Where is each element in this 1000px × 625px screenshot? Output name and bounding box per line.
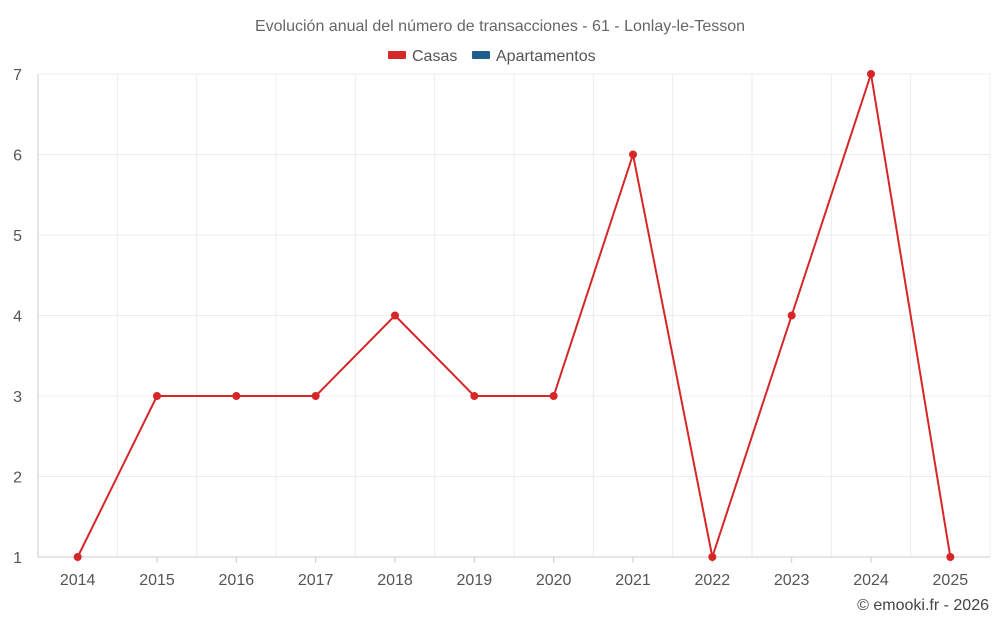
x-tick-label-2022: 2022 [695, 572, 731, 589]
x-tick-label-2025: 2025 [933, 572, 969, 589]
y-tick-label: 1 [13, 550, 22, 567]
x-tick-label-2023: 2023 [774, 572, 810, 589]
x-axis-ticks: 2014 2015 2016 2017 2018 2019 2020 2021 2022 2023… [60, 557, 968, 589]
data-point-casas-2020[interactable] [549, 392, 558, 400]
y-tick-label: 4 [13, 309, 22, 326]
legend-swatch-apartamentos [472, 51, 490, 59]
legend-label-casas[interactable]: Casas [412, 48, 457, 65]
x-tick-label-2017: 2017 [298, 572, 334, 589]
data-point-casas-2018[interactable] [391, 311, 399, 320]
data-point-casas-2016[interactable] [232, 392, 241, 400]
axes [37, 74, 990, 558]
legend-swatch-casas [388, 51, 406, 59]
data-point-casas-2021[interactable] [629, 150, 637, 159]
data-point-casas-2019[interactable] [470, 392, 479, 400]
chart-title: Evolución anual del número de transaccio… [255, 18, 745, 35]
series-line-casas [76, 73, 952, 558]
x-tick-label-2024: 2024 [853, 572, 889, 589]
data-point-casas-2014[interactable] [73, 553, 82, 561]
y-tick-label: 3 [13, 389, 22, 406]
grid [38, 73, 991, 557]
data-point-casas-2022[interactable] [708, 553, 717, 561]
y-tick-label: 7 [13, 67, 22, 84]
y-axis-ticks: 1 2 3 4 5 6 7 [13, 67, 22, 567]
x-tick-label-2014: 2014 [60, 572, 96, 589]
data-point-casas-2025[interactable] [946, 553, 955, 561]
data-point-casas-2024[interactable] [867, 70, 875, 78]
x-tick-label-2015: 2015 [139, 572, 175, 589]
x-tick-label-2016: 2016 [219, 572, 255, 589]
y-tick-label: 2 [13, 470, 22, 487]
data-point-casas-2017[interactable] [311, 392, 320, 400]
data-point-casas-2015[interactable] [153, 392, 161, 400]
legend-label-apartamentos[interactable]: Apartamentos [496, 48, 596, 65]
x-tick-label-2021: 2021 [615, 572, 651, 589]
x-tick-label-2019: 2019 [457, 572, 493, 589]
x-tick-label-2020: 2020 [536, 572, 572, 589]
credit-text: © emooki.fr - 2026 [857, 597, 989, 614]
data-point-casas-2023[interactable] [787, 311, 796, 320]
legend: Casas Apartamentos [388, 48, 596, 65]
series [73, 70, 955, 561]
y-tick-label: 5 [13, 228, 22, 245]
x-tick-label-2018: 2018 [377, 572, 413, 589]
y-tick-label: 6 [13, 148, 22, 165]
